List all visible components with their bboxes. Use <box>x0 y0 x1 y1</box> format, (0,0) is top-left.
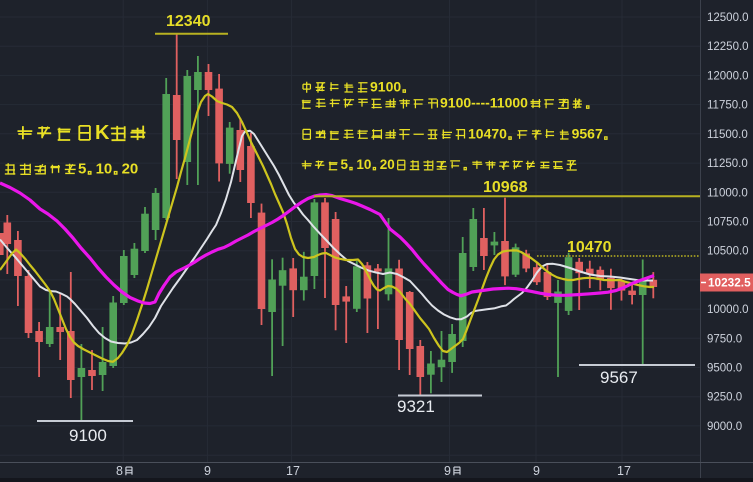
svg-text:10232.5: 10232.5 <box>708 276 751 290</box>
svg-text:12250.0: 12250.0 <box>707 41 749 53</box>
svg-text:8: 8 <box>116 464 123 478</box>
svg-text:11750.0: 11750.0 <box>707 100 748 112</box>
svg-text:9100----11000: 9100----11000 <box>440 95 528 111</box>
svg-text:9100: 9100 <box>370 79 401 95</box>
svg-text:9000.0: 9000.0 <box>707 421 742 433</box>
svg-text:10750.0: 10750.0 <box>707 217 749 229</box>
svg-text:10: 10 <box>356 157 371 172</box>
svg-text:9: 9 <box>204 464 211 478</box>
svg-text:10968: 10968 <box>483 179 528 196</box>
svg-text:9250.0: 9250.0 <box>707 392 742 404</box>
svg-text:5: 5 <box>78 160 86 177</box>
svg-text:9500.0: 9500.0 <box>707 363 742 375</box>
svg-text:11000.0: 11000.0 <box>707 187 748 199</box>
svg-text:10: 10 <box>96 160 113 177</box>
svg-text:20: 20 <box>122 160 139 177</box>
svg-text:9100: 9100 <box>69 426 107 445</box>
svg-text:12000.0: 12000.0 <box>707 70 749 82</box>
svg-text:17: 17 <box>617 464 631 478</box>
svg-text:10500.0: 10500.0 <box>707 246 749 258</box>
svg-text:9567: 9567 <box>600 368 638 387</box>
svg-text:9567: 9567 <box>572 126 603 142</box>
svg-text:10470: 10470 <box>468 126 507 142</box>
svg-text:12340: 12340 <box>166 13 211 30</box>
svg-text:9: 9 <box>533 464 540 478</box>
svg-text:12500.0: 12500.0 <box>707 12 749 24</box>
svg-text:10000.0: 10000.0 <box>707 304 749 316</box>
svg-text:10470: 10470 <box>567 239 612 256</box>
svg-text:11500.0: 11500.0 <box>707 129 748 141</box>
svg-text:5: 5 <box>341 157 349 172</box>
svg-text:20: 20 <box>380 157 395 172</box>
svg-text:11250.0: 11250.0 <box>707 158 748 170</box>
svg-text:K: K <box>95 122 110 144</box>
svg-text:9750.0: 9750.0 <box>707 333 742 345</box>
svg-text:9321: 9321 <box>397 397 435 416</box>
svg-text:17: 17 <box>286 464 300 478</box>
svg-text:9: 9 <box>444 464 451 478</box>
